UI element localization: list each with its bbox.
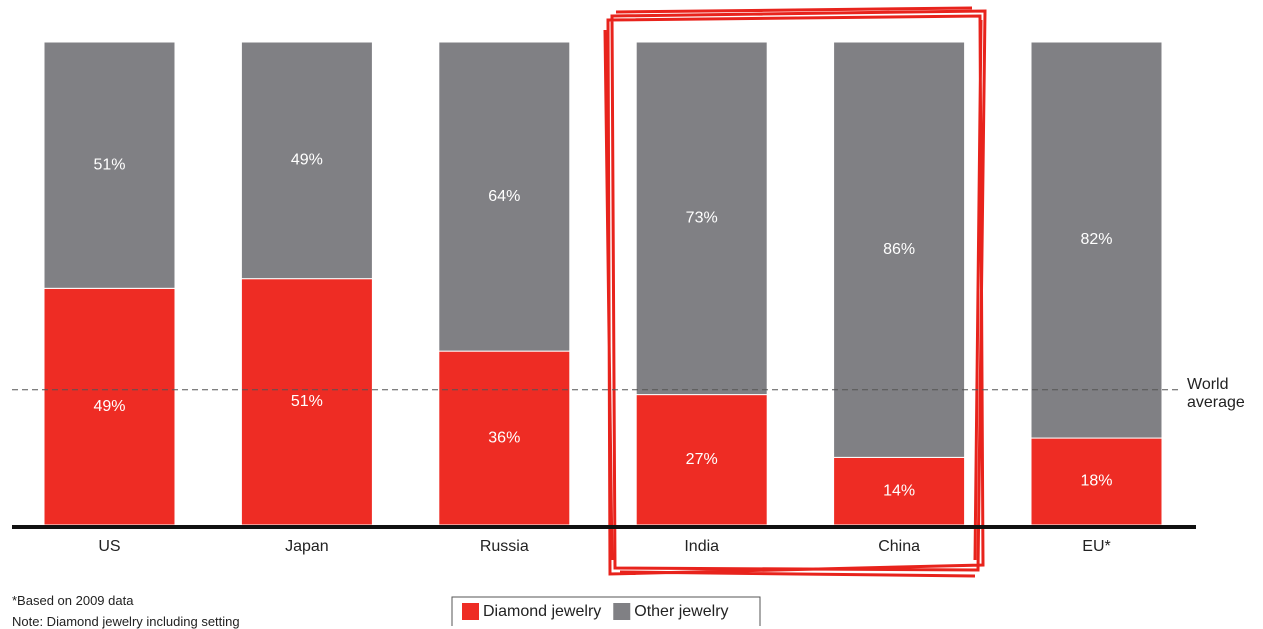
highlight-box [603,6,987,578]
bar-segment [833,456,966,526]
x-tick-label: EU* [1082,538,1110,555]
bar-segment [240,41,373,280]
value-label: 18% [1080,473,1112,490]
legend-swatch [613,603,631,620]
legend-label: Diamond jewelry [483,603,601,620]
world-average-label: World average [1187,376,1245,411]
value-label: 27% [686,451,718,468]
value-label: 73% [686,210,718,227]
legend-box [451,596,761,626]
value-label: 14% [883,482,915,499]
bar-segment [1030,437,1163,526]
x-tick-label: Japan [285,538,329,555]
value-label: 49% [93,398,125,415]
value-label: 82% [1080,231,1112,248]
footnote: *Based on 2009 data [12,593,134,608]
bar-segment [43,287,176,526]
bar-segment [833,41,966,458]
bar-segment [635,41,768,396]
footnote: Note: Diamond jewelry including setting [12,614,240,629]
x-tick-label: Russia [480,538,529,555]
x-tick-label: India [684,538,719,555]
value-label: 51% [291,393,323,410]
bar-segment [1030,41,1163,439]
value-label: 51% [93,156,125,173]
bar-segment [635,394,768,526]
value-label: 49% [291,152,323,169]
bar-segment [240,278,373,526]
legend-label: Other jewelry [634,603,728,620]
value-label: 64% [488,188,520,205]
x-tick-label: China [878,538,920,555]
bar-segment [438,350,571,526]
x-tick-label: US [98,538,120,555]
bar-segment [43,41,176,289]
bar-segment [438,41,571,352]
value-label: 36% [488,429,520,446]
value-label: 86% [883,241,915,258]
legend-swatch [462,603,479,620]
